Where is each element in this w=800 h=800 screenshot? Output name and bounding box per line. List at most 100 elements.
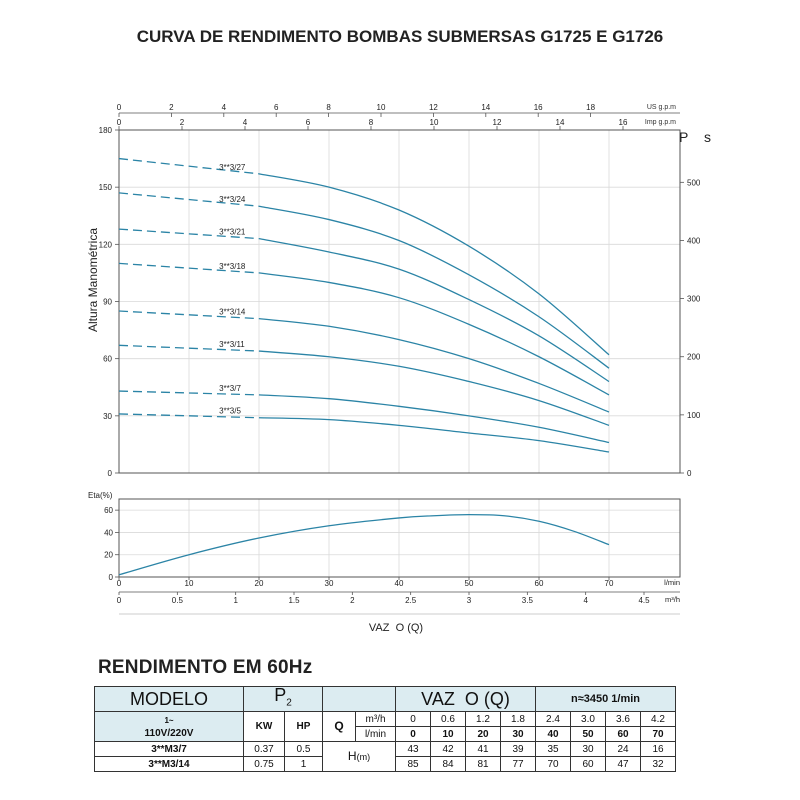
top-imp-tick-label: 0 bbox=[117, 118, 122, 127]
m3h-value: 3.6 bbox=[605, 711, 641, 727]
eta-x-tick-label: 50 bbox=[465, 579, 474, 588]
row-hp: 1 bbox=[284, 756, 323, 772]
top-us-tick-label: 6 bbox=[274, 103, 279, 112]
head-curve bbox=[258, 272, 610, 396]
top-imp-tick-label: 8 bbox=[369, 118, 374, 127]
m3h-value: 0 bbox=[395, 711, 431, 727]
head-curve bbox=[258, 417, 610, 453]
head-curve-label: 3**3/7 bbox=[219, 384, 241, 393]
y-tick-label: 150 bbox=[99, 183, 113, 192]
header-lmin: l/min bbox=[355, 726, 396, 742]
eta-y-tick-label: 60 bbox=[104, 506, 113, 515]
header-hp: HP bbox=[284, 711, 323, 742]
eta-x-lmin-label: l/min bbox=[664, 578, 680, 587]
chart-title: CURVA DE RENDIMENTO BOMBAS SUBMERSAS G17… bbox=[137, 27, 664, 46]
head-curve-label: 3**3/14 bbox=[219, 308, 246, 317]
table-row: 3**M3/14 0.75 1 85 84 81 77 70 60 47 32 bbox=[94, 756, 676, 772]
header-p2-main: P bbox=[274, 684, 287, 705]
head-curve bbox=[258, 205, 610, 369]
y-tick-label: 180 bbox=[99, 126, 113, 135]
head-curve-dashed bbox=[118, 157, 260, 175]
top-imp-tick-label: 12 bbox=[493, 118, 502, 127]
m3h-value: 0.6 bbox=[430, 711, 466, 727]
row-h-value: 47 bbox=[605, 756, 641, 772]
top-imp-tick-label: 16 bbox=[619, 118, 628, 127]
head-curve bbox=[258, 318, 610, 413]
m3h-value: 4.2 bbox=[640, 711, 676, 727]
eta-m3h-tick-label: 0.5 bbox=[172, 596, 184, 605]
voltage-line1: 1~ bbox=[164, 715, 174, 725]
lmin-value: 0 bbox=[395, 726, 431, 742]
y-axis-left: 0 30 60 90 120 150 180 bbox=[99, 126, 119, 478]
eta-m3h-tick-label: 3 bbox=[467, 596, 472, 605]
efficiency-chart-frame bbox=[118, 498, 681, 578]
table-row: 3**M3/7 0.37 0.5 H(m) 43 42 41 39 35 30 … bbox=[94, 741, 676, 772]
head-curve bbox=[258, 350, 610, 426]
top-imp-tick-label: 2 bbox=[180, 118, 185, 127]
top-imp-tick-label: 14 bbox=[556, 118, 565, 127]
header-h-main: H bbox=[347, 748, 357, 763]
head-chart: 0 2 4 6 8 10 12 14 16 18 0 2 4 6 8 10 12 14 16 US g.p.m I… bbox=[86, 103, 717, 478]
row-h-value: 43 bbox=[395, 741, 431, 757]
lmin-value: 10 bbox=[430, 726, 466, 742]
top-us-tick-label: 10 bbox=[377, 103, 386, 112]
header-p2-sub: 2 bbox=[286, 697, 292, 709]
header-empty bbox=[322, 686, 396, 712]
head-curve-label: 3**3/24 bbox=[219, 195, 246, 204]
header-p2: P2 bbox=[243, 684, 323, 712]
y-tick-label: 90 bbox=[103, 298, 112, 307]
eta-y-tick-label: 40 bbox=[104, 528, 113, 537]
eta-x-tick-label: 30 bbox=[325, 579, 334, 588]
y-tick-label: 60 bbox=[103, 355, 112, 364]
efficiency-y-label: Eta(%) bbox=[88, 491, 113, 500]
eta-x-tick-label: 10 bbox=[185, 579, 194, 588]
lmin-value: 40 bbox=[535, 726, 571, 742]
top-us-tick-label: 16 bbox=[534, 103, 543, 112]
performance-title: RENDIMENTO EM 60Hz bbox=[98, 657, 313, 678]
eta-x-axis-lmin: 0 10 20 30 40 50 60 70 bbox=[117, 577, 614, 588]
head-curve-label: 3**3/18 bbox=[219, 262, 246, 271]
lmin-value: 50 bbox=[570, 726, 606, 742]
y2-tick-label: 400 bbox=[687, 236, 701, 245]
header-vazao: VAZ O (Q) bbox=[395, 686, 536, 712]
eta-m3h-tick-label: 1.5 bbox=[288, 596, 300, 605]
top-axis-us: 0 2 4 6 8 10 12 14 16 18 bbox=[117, 103, 596, 117]
top-us-tick-label: 2 bbox=[169, 103, 174, 112]
head-curve-dashed bbox=[118, 413, 260, 419]
y-tick-label: 0 bbox=[108, 469, 113, 478]
eta-y-tick-label: 0 bbox=[109, 573, 114, 582]
m3h-value: 2.4 bbox=[535, 711, 571, 727]
top-axis-imp: 0 2 4 6 8 10 12 14 16 bbox=[117, 118, 628, 130]
lmin-value: 60 bbox=[605, 726, 641, 742]
y2-axis-label: P s bbox=[679, 129, 717, 145]
head-curve-dashed bbox=[118, 344, 260, 352]
eta-m3h-tick-label: 2 bbox=[350, 596, 355, 605]
header-q: Q bbox=[322, 711, 356, 742]
top-imp-tick-label: 6 bbox=[306, 118, 311, 127]
lmin-value: 70 bbox=[640, 726, 676, 742]
top-us-tick-label: 12 bbox=[429, 103, 438, 112]
y-tick-label: 120 bbox=[99, 240, 113, 249]
top-us-tick-label: 18 bbox=[586, 103, 595, 112]
eta-x-tick-label: 70 bbox=[605, 579, 614, 588]
eta-x-tick-label: 0 bbox=[117, 579, 122, 588]
top-imp-tick-label: 4 bbox=[243, 118, 248, 127]
eta-m3h-tick-label: 4 bbox=[583, 596, 588, 605]
top-us-tick-label: 14 bbox=[481, 103, 490, 112]
head-curve bbox=[258, 173, 610, 356]
header-h: H(m) bbox=[322, 741, 396, 772]
m3h-value: 1.2 bbox=[465, 711, 501, 727]
eta-y-axis: 0 20 40 60 bbox=[104, 506, 119, 582]
row-model: 3**M3/14 bbox=[94, 756, 244, 772]
row-h-value: 30 bbox=[570, 741, 606, 757]
header-modelo: MODELO bbox=[94, 686, 244, 712]
row-kw: 0.75 bbox=[243, 756, 285, 772]
row-h-value: 60 bbox=[570, 756, 606, 772]
row-h-value: 85 bbox=[395, 756, 431, 772]
head-curve-label: 3**3/21 bbox=[219, 228, 246, 237]
head-curve-label: 3**3/5 bbox=[219, 407, 241, 416]
lmin-value: 20 bbox=[465, 726, 501, 742]
head-curve-label: 3**3/11 bbox=[219, 340, 245, 349]
top-axis-imp-label: Imp g.p.m bbox=[645, 119, 676, 126]
